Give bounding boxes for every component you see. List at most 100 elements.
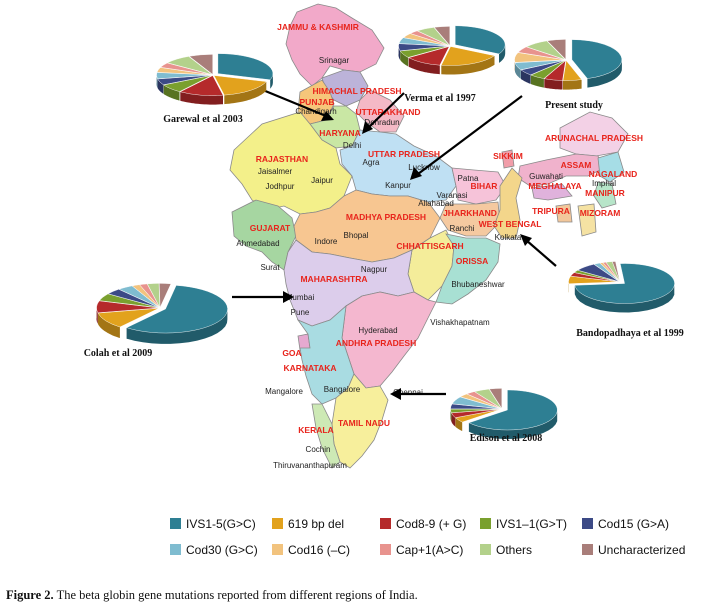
- pie-slice: [179, 75, 224, 96]
- study-labels: Garewal et al 2003 Verma et al 1997 Pres…: [84, 93, 684, 444]
- legend-label: IVS1-5(G>C): [186, 517, 256, 531]
- pie-slice-side: [530, 75, 544, 88]
- arrow-present-study: [410, 95, 523, 180]
- city-label: Bangalore: [324, 385, 361, 394]
- pie-slice-side: [270, 73, 273, 89]
- pie-slice-side: [521, 70, 531, 84]
- pie-slice: [546, 39, 566, 60]
- pie-slice: [514, 52, 565, 63]
- state-kerala: [311, 403, 341, 469]
- study-label-verma: Verma et al 1997: [404, 93, 476, 104]
- city-label: Nagpur: [361, 265, 388, 274]
- pie-slice: [455, 25, 506, 55]
- arrow-colah: [232, 291, 294, 303]
- pie-slice: [139, 283, 160, 308]
- pie-slice: [468, 389, 558, 431]
- state-uttarakhand: [355, 89, 405, 133]
- state-label: MAHARASHTRA: [300, 274, 367, 284]
- state-label: ORISSA: [456, 256, 489, 266]
- pie-slice: [157, 75, 212, 86]
- study-label-present: Present study: [545, 100, 603, 111]
- pie-slice: [160, 62, 212, 75]
- state-orissa: [435, 233, 501, 305]
- caption-text: The beta globin gene mutations reported …: [56, 588, 418, 602]
- city-label: Lucknow: [408, 163, 440, 172]
- city-label: Agra: [363, 158, 380, 167]
- legend-swatch: [480, 518, 491, 529]
- pie-slice: [450, 403, 501, 410]
- legend-swatch: [170, 544, 181, 555]
- state-label: TRIPURA: [532, 206, 570, 216]
- state-label: RAJASTHAN: [256, 154, 308, 164]
- state-tripura: [555, 203, 573, 223]
- pie-slice: [96, 300, 159, 314]
- city-label: Delhi: [343, 141, 361, 150]
- legend-swatch: [272, 544, 283, 555]
- state-label: MANIPUR: [585, 188, 625, 198]
- pie-slice: [514, 60, 565, 71]
- city-label: Pune: [291, 308, 310, 317]
- pie-chart-1: [398, 25, 506, 75]
- figure-caption: Figure 2. The beta globin gene mutations…: [6, 588, 418, 603]
- pie-slice: [213, 75, 267, 96]
- state-label: UTTAR PRADESH: [368, 149, 440, 159]
- pie-slice: [409, 30, 449, 46]
- state-label: WEST BENGAL: [479, 219, 542, 229]
- arrow-verma: [362, 92, 405, 134]
- state-nagaland: [597, 151, 625, 183]
- state-label: NAGALAND: [589, 169, 638, 179]
- city-label: Varanasi: [437, 191, 468, 200]
- legend-item: 619 bp del: [272, 517, 344, 531]
- pie-slice: [562, 60, 582, 81]
- pie-slice-side: [441, 55, 495, 75]
- pie-slice-side: [544, 78, 563, 90]
- legend-item: IVS1-5(G>C): [170, 517, 256, 531]
- city-label: Bhubaneshwar: [451, 280, 505, 289]
- state-label: ARUNACHAL PRADESH: [545, 133, 643, 143]
- city-label: Jodhpur: [266, 182, 295, 191]
- study-label-edison: Edison et al 2008: [470, 433, 543, 444]
- legend-swatch: [480, 544, 491, 555]
- legend-item: Cod15 (G>A): [582, 517, 669, 531]
- state-labels: JAMMU & KASHMIR HIMACHAL PRADESH PUNJAB …: [250, 22, 643, 435]
- pie-slice-side: [451, 412, 456, 427]
- pie-slice: [459, 393, 501, 409]
- state-label: MADHYA PRADESH: [346, 212, 426, 222]
- pie-slice-side: [563, 79, 582, 90]
- city-label: Bhopal: [344, 231, 369, 240]
- legend-label: Cod30 (G>C): [186, 543, 258, 557]
- pie-slice-side: [180, 91, 223, 105]
- india-map: [229, 3, 629, 469]
- legend-item: Cod16 (–C): [272, 543, 350, 557]
- legend-swatch: [380, 544, 391, 555]
- pie-slice-side: [126, 308, 228, 344]
- city-label: Vishakhapatnam: [430, 318, 490, 327]
- state-mizoram: [577, 203, 597, 237]
- city-label: Allahabad: [418, 199, 454, 208]
- pie-chart-2: [514, 39, 622, 90]
- pie-slice-side: [224, 81, 267, 105]
- state-label: BIHAR: [471, 181, 498, 191]
- pie-slice-side: [96, 306, 98, 324]
- study-label-garewal: Garewal et al 2003: [163, 114, 243, 125]
- state-label: KARNATAKA: [283, 363, 336, 373]
- pie-slice: [489, 388, 502, 410]
- pie-slice: [188, 54, 213, 75]
- study-label-bandopadhaya: Bandopadhaya et al 1999: [576, 328, 684, 339]
- legend-label: Others: [496, 543, 532, 557]
- legend-item: IVS1–1(G>T): [480, 517, 567, 531]
- legend-label: Uncharacterized: [598, 543, 685, 557]
- pie-chart-5: [450, 388, 558, 439]
- arrow-bandopadhaya: [520, 234, 557, 267]
- city-label: Jaisalmer: [258, 167, 293, 176]
- pie-slice: [97, 308, 159, 328]
- city-label: Thiruvananthapuram: [273, 461, 347, 470]
- state-label: TAMIL NADU: [338, 418, 390, 428]
- pie-slice: [217, 53, 274, 81]
- state-label: KERALA: [298, 425, 333, 435]
- pie-slice: [474, 388, 502, 409]
- state-uttar-pradesh: [339, 129, 457, 203]
- state-meghalaya: [531, 183, 573, 201]
- pie-slice-side: [499, 44, 506, 63]
- state-label: PUNJAB: [300, 97, 335, 107]
